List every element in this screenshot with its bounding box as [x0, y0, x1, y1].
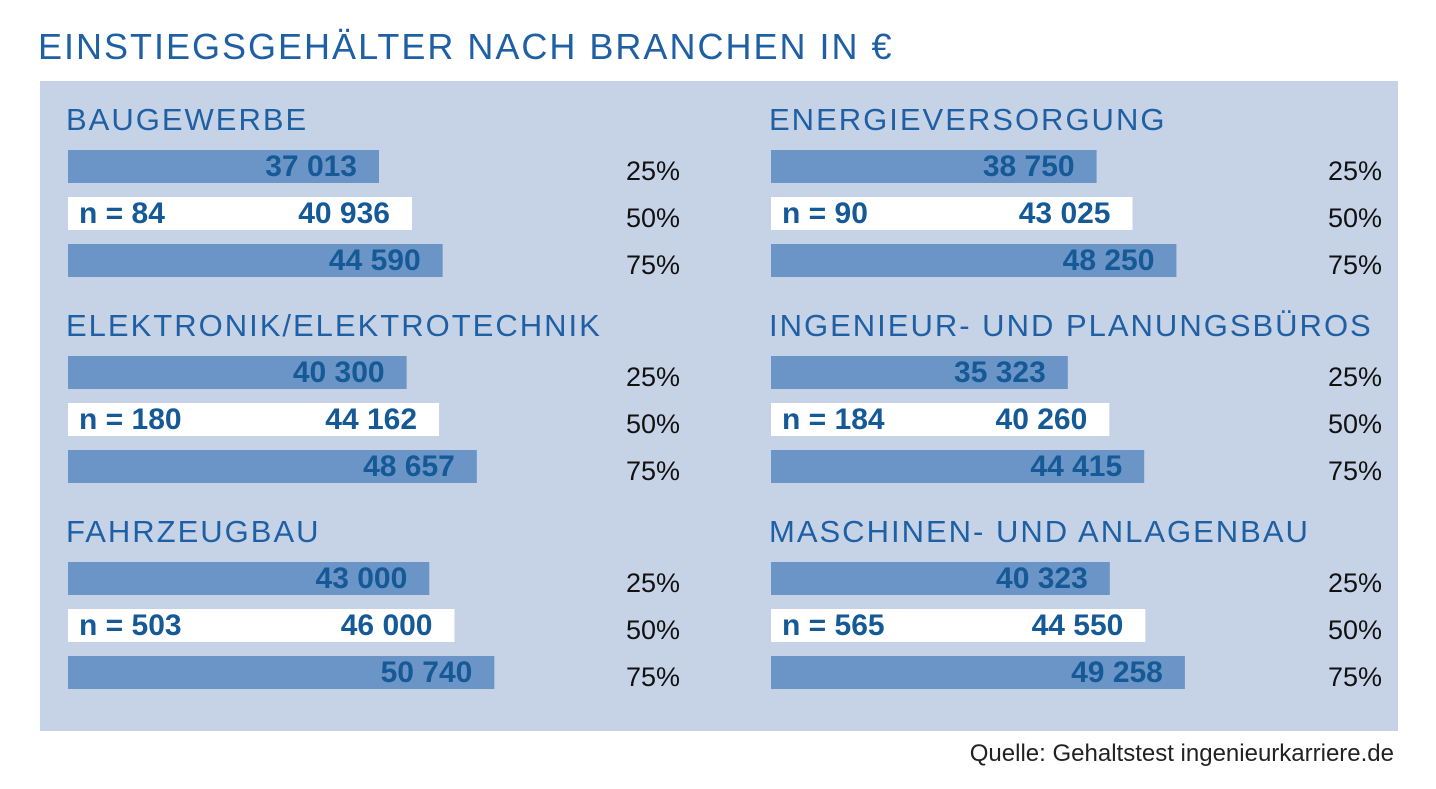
industry-heading: BAUGEWERBE	[66, 102, 308, 137]
percentile-label: 50%	[626, 409, 680, 439]
value-label: 44 162	[325, 403, 417, 436]
sample-size-label: n = 503	[79, 609, 182, 642]
salary-bar-p50	[771, 197, 1133, 230]
salary-bar-p50	[68, 609, 455, 642]
percentile-label: 75%	[1328, 456, 1382, 486]
percentile-label: 50%	[626, 615, 680, 645]
percentile-label: 25%	[1328, 156, 1382, 186]
value-label: 48 657	[363, 450, 455, 483]
value-label: 49 258	[1071, 656, 1163, 689]
salary-bar-p25	[771, 356, 1068, 389]
percentile-label: 75%	[1328, 662, 1382, 692]
salary-bar-p25	[68, 356, 407, 389]
source-note: Quelle: Gehaltstest ingenieurkarriere.de	[969, 740, 1394, 767]
salary-bar-p75	[68, 450, 477, 483]
percentile-label: 75%	[626, 456, 680, 486]
salary-bar-p75	[68, 656, 495, 689]
percentile-label: 75%	[1328, 250, 1382, 280]
salary-bar-p50	[771, 403, 1110, 436]
value-label: 48 250	[1063, 244, 1155, 277]
value-label: 44 550	[1032, 609, 1124, 642]
salary-bar-p50	[68, 197, 412, 230]
salary-bar-p25	[771, 562, 1110, 595]
sample-size-label: n = 90	[782, 197, 868, 230]
percentile-label: 25%	[1328, 362, 1382, 392]
salary-bar-p75	[771, 450, 1145, 483]
value-label: 37 013	[265, 150, 357, 183]
salary-bar-p50	[771, 609, 1146, 642]
industry-heading: MASCHINEN- UND ANLAGENBAU	[769, 514, 1310, 549]
industry-heading: ELEKTRONIK/ELEKTROTECHNIK	[66, 308, 602, 343]
value-label: 50 740	[381, 656, 473, 689]
percentile-label: 75%	[626, 250, 680, 280]
industry-heading: ENERGIEVERSORGUNG	[769, 102, 1166, 137]
percentile-label: 50%	[626, 203, 680, 233]
percentile-label: 25%	[626, 362, 680, 392]
value-label: 35 323	[954, 356, 1046, 389]
value-label: 40 260	[996, 403, 1088, 436]
industry-heading: FAHRZEUGBAU	[66, 514, 321, 549]
industry-heading: INGENIEUR- UND PLANUNGSBÜROS	[769, 308, 1373, 343]
percentile-label: 25%	[626, 568, 680, 598]
salary-bar-p25	[68, 150, 379, 183]
sample-size-label: n = 84	[79, 197, 165, 230]
value-label: 40 300	[293, 356, 385, 389]
value-label: 46 000	[341, 609, 433, 642]
percentile-label: 75%	[626, 662, 680, 692]
salary-bar-p50	[68, 403, 440, 436]
percentile-label: 25%	[626, 156, 680, 186]
value-label: 40 936	[298, 197, 390, 230]
salary-bar-p75	[68, 244, 443, 277]
salary-bar-p75	[771, 656, 1185, 689]
value-label: 40 323	[996, 562, 1088, 595]
sample-size-label: n = 184	[782, 403, 885, 436]
value-label: 43 025	[1019, 197, 1111, 230]
percentile-label: 25%	[1328, 568, 1382, 598]
salary-bar-p75	[771, 244, 1177, 277]
sample-size-label: n = 180	[79, 403, 182, 436]
value-label: 38 750	[983, 150, 1075, 183]
salary-bar-p25	[771, 150, 1097, 183]
percentile-label: 50%	[1328, 409, 1382, 439]
sample-size-label: n = 565	[782, 609, 885, 642]
percentile-label: 50%	[1328, 203, 1382, 233]
value-label: 44 415	[1030, 450, 1122, 483]
percentile-label: 50%	[1328, 615, 1382, 645]
value-label: 44 590	[329, 244, 421, 277]
chart-title: EINSTIEGSGEHÄLTER NACH BRANCHEN IN €	[38, 26, 894, 67]
value-label: 43 000	[316, 562, 408, 595]
salary-bar-p25	[68, 562, 430, 595]
